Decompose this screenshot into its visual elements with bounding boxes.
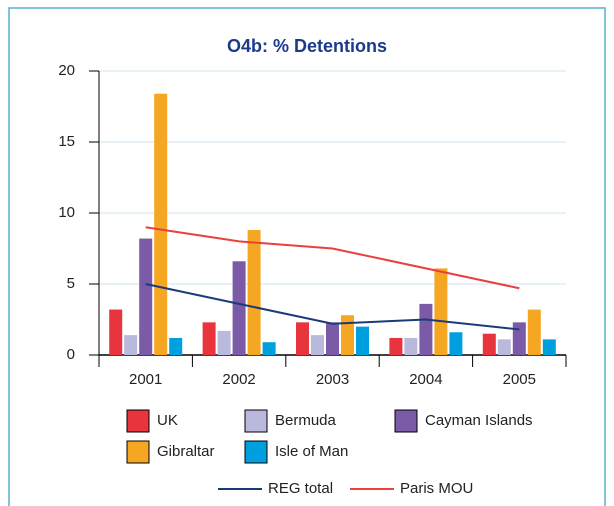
bar [356,326,369,355]
y-tick-label: 0 [67,346,75,363]
bar [202,322,216,355]
legend-swatch [126,409,150,433]
bar [296,322,309,355]
bar [262,342,276,355]
bar [542,339,556,355]
bar [247,230,261,355]
bar [527,309,541,355]
line [145,226,520,290]
legend-swatch [244,409,268,433]
x-tick-label: 2005 [503,371,536,388]
y-tick-label: 15 [58,133,75,150]
legend-label: Isle of Man [275,443,348,460]
legend-swatch [244,440,268,464]
bar [389,337,403,355]
bar [404,337,418,355]
bar [512,322,526,355]
legend-label: REG total [268,480,333,497]
bar [482,333,496,355]
bar [232,261,246,355]
bar [497,339,511,355]
legend-swatch [126,440,150,464]
bar [341,315,354,355]
legend-swatch [394,409,418,433]
y-tick-label: 10 [58,204,75,221]
legend-label: Cayman Islands [425,412,533,429]
legend-label: Paris MOU [400,480,473,497]
legend-label: UK [157,412,178,429]
bar [139,238,153,355]
bar [311,335,324,355]
bar [217,330,231,355]
bar [109,309,123,355]
x-tick-label: 2001 [129,371,162,388]
bar [326,322,339,355]
bar [449,332,463,355]
legend-label: Bermuda [275,412,337,429]
chart-title: O4b: % Detentions [227,36,387,56]
line [145,283,520,331]
x-tick-label: 2002 [222,371,255,388]
frame [8,7,606,506]
y-tick-label: 5 [67,275,75,292]
bar [154,93,168,355]
legend-label: Gibraltar [157,443,215,460]
x-tick-label: 2003 [316,371,349,388]
x-tick-label: 2004 [409,371,442,388]
bar [124,335,138,355]
y-tick-label: 20 [58,62,75,79]
bar [419,303,433,355]
bar [434,268,448,355]
bar [169,337,183,355]
